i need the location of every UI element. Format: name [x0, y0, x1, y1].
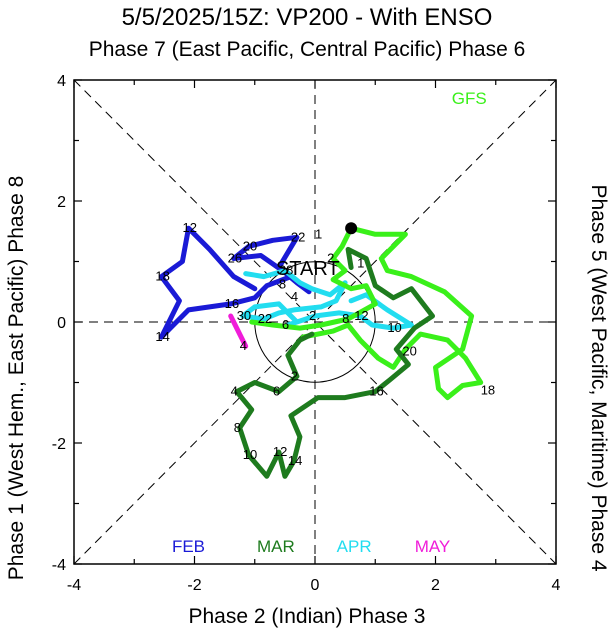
series-line-gfs	[249, 225, 378, 331]
day-label: 14	[288, 453, 302, 468]
day-label: 20	[402, 343, 416, 358]
day-label: 28	[279, 263, 293, 278]
day-label: 6	[273, 384, 280, 399]
series-line-feb	[158, 225, 312, 340]
day-label: 12	[273, 444, 287, 459]
day-label: 14	[155, 329, 169, 344]
day-label: 8	[342, 311, 349, 326]
legend-entry-mar: MAR	[257, 537, 295, 556]
y-tick-label: 0	[57, 315, 66, 332]
series-line-may	[228, 313, 249, 349]
legend-entry-apr: APR	[337, 537, 372, 556]
day-label: 12	[354, 308, 368, 323]
day-label: 2	[309, 308, 316, 323]
diagonal-line	[73, 79, 557, 565]
day-label: 18	[481, 383, 495, 398]
day-label: 10	[387, 320, 401, 335]
x-tick-label: 0	[311, 577, 320, 594]
day-label: 16	[225, 296, 239, 311]
x-tick-label: 4	[552, 577, 561, 594]
day-label: 8	[234, 420, 241, 435]
chart-title: 5/5/2025/15Z: VP200 - With ENSO	[121, 4, 493, 31]
day-label: 10	[243, 447, 257, 462]
x-tick-label: -2	[187, 577, 201, 594]
x-axis-label: Phase 2 (Indian) Phase 3	[188, 605, 426, 628]
start-marker	[345, 222, 358, 235]
day-label: 4	[291, 289, 298, 304]
start-label: START	[276, 258, 340, 280]
day-label: 22	[258, 311, 272, 326]
y-tick-label: 4	[57, 73, 66, 90]
day-label: 1	[357, 256, 364, 271]
chart-subtitle: Phase 7 (East Pacific, Central Pacific) …	[88, 38, 526, 61]
diagonal-line	[73, 79, 557, 565]
y-tick-label: -2	[52, 436, 66, 453]
day-label: 2	[327, 250, 334, 265]
day-label: 1	[315, 227, 322, 242]
x-tick-label: -4	[67, 577, 81, 594]
day-label: 6	[282, 317, 289, 332]
y-tick-label: -4	[52, 557, 66, 574]
day-label: 22	[291, 229, 305, 244]
day-label: 4	[240, 338, 247, 353]
day-label: 8	[279, 277, 286, 292]
day-label: 26	[228, 250, 242, 265]
legend-entry-feb: FEB	[172, 537, 205, 556]
y-tick-label: 2	[57, 194, 66, 211]
day-label: 4	[231, 384, 238, 399]
day-label: 12	[182, 220, 196, 235]
gfs-forecast-line	[300, 225, 484, 401]
series-line-apr	[240, 268, 414, 331]
series-line-mar	[234, 246, 435, 479]
x-tick-label: 2	[431, 577, 440, 594]
day-label: 20	[243, 238, 257, 253]
day-label: 2	[291, 368, 298, 383]
day-label: 30	[237, 308, 251, 323]
model-label: GFS	[452, 89, 487, 108]
day-label: 18	[155, 269, 169, 284]
day-label: 16	[369, 384, 383, 399]
legend-entry-may: MAY	[415, 537, 451, 556]
